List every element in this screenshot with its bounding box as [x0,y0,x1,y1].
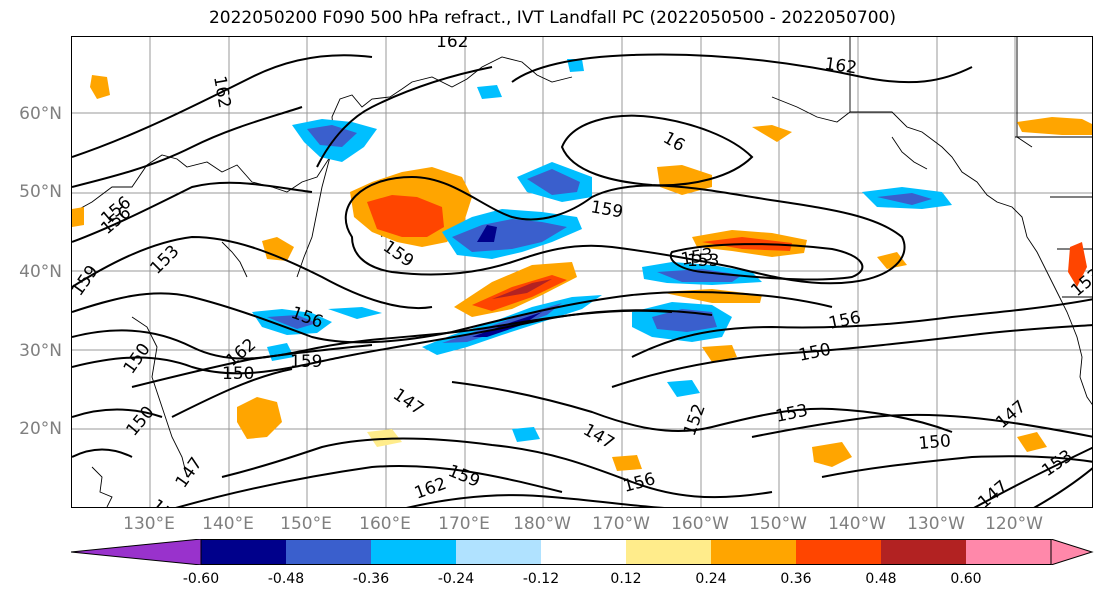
contour-label: 156 [621,469,658,497]
colorbar-swatch [881,539,966,565]
map-panel[interactable]: 162 162 162 16 159 159 156 156 153 153 1… [71,36,1093,508]
lon-label-140w: 140°W [828,514,886,534]
contour-label: 162 [209,74,234,109]
colorbar-tick: 0.48 [865,571,897,587]
colorbar-extend-max [1050,539,1094,565]
colorbar-swatch [626,539,711,565]
lon-label-130w: 130°W [907,514,965,534]
colorbar-extend-min [71,539,202,565]
lon-label-160e: 160°E [359,514,411,534]
colorbar-swatch [541,539,626,565]
contour-label: 150 [222,364,254,384]
colorbar-tick: -0.60 [182,571,220,587]
contour-label: 152 [680,401,710,438]
lat-label-50n: 50°N [19,182,62,202]
contour-label: 147 [992,397,1030,433]
lon-label-170w: 170°W [592,514,650,534]
contour-label: 153 [1038,446,1076,481]
lon-label-130e: 130°E [123,514,175,534]
colorbar-swatch [711,539,796,565]
contour-label: 150 [123,402,159,440]
colorbar-tick: 0.36 [780,571,812,587]
contour-label: 159 [290,352,322,372]
lon-label-150w: 150°W [749,514,807,534]
colorbar-tick: -0.48 [267,571,305,587]
colorbar-tick: -0.36 [352,571,390,587]
colorbar-tick: 0.24 [695,571,727,587]
lat-label-60n: 60°N [19,104,62,124]
colorbar-swatch [966,539,1051,565]
colorbar-tick: 0.12 [610,571,642,587]
colorbar-swatch [456,539,541,565]
contour-label: 159 [445,461,483,492]
colorbar-tick: -0.12 [522,571,560,587]
contour-label: 150 [147,496,185,508]
lon-label-180w: 180°W [513,514,571,534]
contour-label: 150 [797,340,833,366]
contour-label: 162 [823,54,858,78]
contour-label: 159 [589,197,624,222]
contour-label: 16 [660,128,689,156]
colorbar-tick: 0.60 [950,571,982,587]
colorbar-swatch [286,539,371,565]
colorbar-tick: -0.24 [437,571,475,587]
map-canvas: 162 162 162 16 159 159 156 156 153 153 1… [72,37,1092,508]
lon-label-120w: 120°W [985,514,1043,534]
lat-label-20n: 20°N [19,419,62,439]
contour-label: 156 [827,308,863,334]
lon-label-150e: 150°E [280,514,332,534]
colorbar-swatch [796,539,881,565]
lon-label-140e: 140°E [202,514,254,534]
colorbar [71,539,1094,565]
contour-label: 147 [172,454,207,492]
lon-label-160w: 160°W [671,514,729,534]
contour-label: 147 [389,385,427,420]
lat-label-40n: 40°N [19,262,62,282]
colorbar-swatch [371,539,456,565]
map-title: 2022050200 F090 500 hPa refract., IVT La… [208,8,896,28]
lon-label-170e: 170°E [438,514,490,534]
contour-label: 162 [412,474,449,504]
contour-label: 153 [687,251,719,271]
contour-label: 147 [974,477,1012,508]
contour-label: 147 [580,420,618,454]
contour-label-group: 162 162 162 16 159 159 156 156 153 153 1… [72,37,1092,508]
contour-label: 162 [436,37,468,52]
contour-label: 150 [918,431,952,454]
lat-label-30n: 30°N [19,341,62,361]
contour-label: 159 [72,262,103,300]
contour-lines [72,53,1092,507]
colorbar-swatch [201,539,286,565]
